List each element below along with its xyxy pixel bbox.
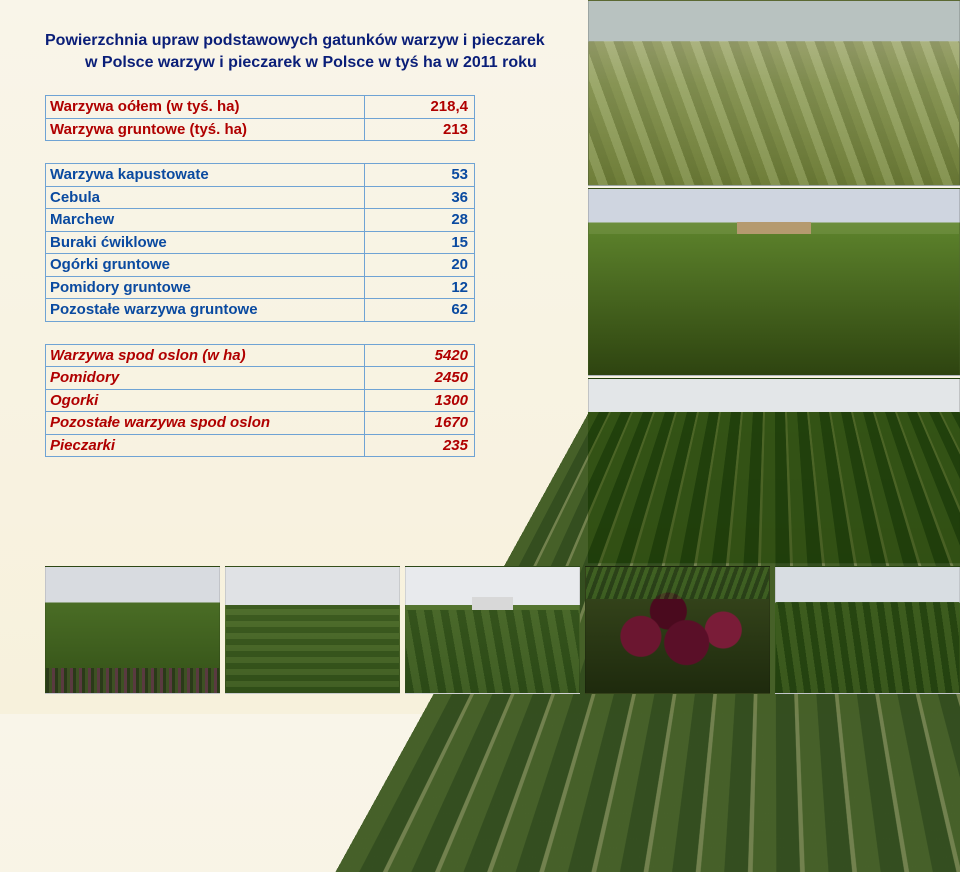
cell-label: Pozostałe warzywa spod oslon: [46, 412, 365, 435]
cell-value: 5420: [365, 344, 475, 367]
table-row: Pomidory2450: [46, 367, 475, 390]
thumb-field-people: [45, 566, 220, 694]
table-row: Ogorki1300: [46, 389, 475, 412]
title-line2: w Polsce warzyw i pieczarek w Polsce w t…: [45, 52, 545, 74]
table-row: Marchew28: [46, 209, 475, 232]
cell-label: Warzywa kapustowate: [46, 164, 365, 187]
cell-value: 62: [365, 299, 475, 322]
image-aerial-fields: [588, 0, 960, 186]
image-green-field: [588, 188, 960, 376]
cell-label: Cebula: [46, 186, 365, 209]
cell-value: 2450: [365, 367, 475, 390]
thumb-field-building: [405, 566, 580, 694]
cell-label: Warzywa spod oslon (w ha): [46, 344, 365, 367]
cell-value: 218,4: [365, 96, 475, 119]
cell-value: 1300: [365, 389, 475, 412]
cell-value: 235: [365, 434, 475, 457]
cell-value: 213: [365, 118, 475, 141]
cell-value: 1670: [365, 412, 475, 435]
cell-label: Ogorki: [46, 389, 365, 412]
image-row-crops: [588, 378, 960, 564]
bottom-image-row: [45, 566, 960, 694]
table-ground-vegetables: Warzywa kapustowate53 Cebula36 Marchew28…: [45, 163, 475, 322]
table-row: Cebula36: [46, 186, 475, 209]
page-title: Powierzchnia upraw podstawowych gatunków…: [45, 30, 545, 73]
cell-label: Marchew: [46, 209, 365, 232]
cell-label: Pomidory: [46, 367, 365, 390]
table-row: Warzywa gruntowe (tyś. ha) 213: [46, 118, 475, 141]
table-row: Warzywa oółem (w tyś. ha) 218,4: [46, 96, 475, 119]
table-covered-vegetables: Warzywa spod oslon (w ha)5420 Pomidory24…: [45, 344, 475, 458]
cell-label: Ogórki gruntowe: [46, 254, 365, 277]
cell-value: 15: [365, 231, 475, 254]
title-line1: Powierzchnia upraw podstawowych gatunków…: [45, 32, 545, 49]
spacer: [45, 145, 545, 163]
cell-label: Pomidory gruntowe: [46, 276, 365, 299]
thumb-carrot-rows: [775, 566, 960, 694]
thumb-field-flat: [225, 566, 400, 694]
cell-value: 36: [365, 186, 475, 209]
thumb-beetroots: [585, 566, 770, 694]
table-row: Warzywa kapustowate53: [46, 164, 475, 187]
table-totals: Warzywa oółem (w tyś. ha) 218,4 Warzywa …: [45, 95, 475, 141]
spacer: [45, 326, 545, 344]
cell-label: Warzywa oółem (w tyś. ha): [46, 96, 365, 119]
cell-value: 53: [365, 164, 475, 187]
table-row: Warzywa spod oslon (w ha)5420: [46, 344, 475, 367]
cell-value: 12: [365, 276, 475, 299]
table-row: Pomidory gruntowe12: [46, 276, 475, 299]
content-left: Powierzchnia upraw podstawowych gatunków…: [45, 30, 545, 461]
table-row: Pozostałe warzywa gruntowe62: [46, 299, 475, 322]
cell-label: Buraki ćwiklowe: [46, 231, 365, 254]
table-row: Pieczarki235: [46, 434, 475, 457]
cell-label: Pieczarki: [46, 434, 365, 457]
cell-label: Pozostałe warzywa gruntowe: [46, 299, 365, 322]
cell-value: 20: [365, 254, 475, 277]
table-row: Pozostałe warzywa spod oslon1670: [46, 412, 475, 435]
cell-value: 28: [365, 209, 475, 232]
table-row: Ogórki gruntowe20: [46, 254, 475, 277]
table-row: Buraki ćwiklowe15: [46, 231, 475, 254]
cell-label: Warzywa gruntowe (tyś. ha): [46, 118, 365, 141]
